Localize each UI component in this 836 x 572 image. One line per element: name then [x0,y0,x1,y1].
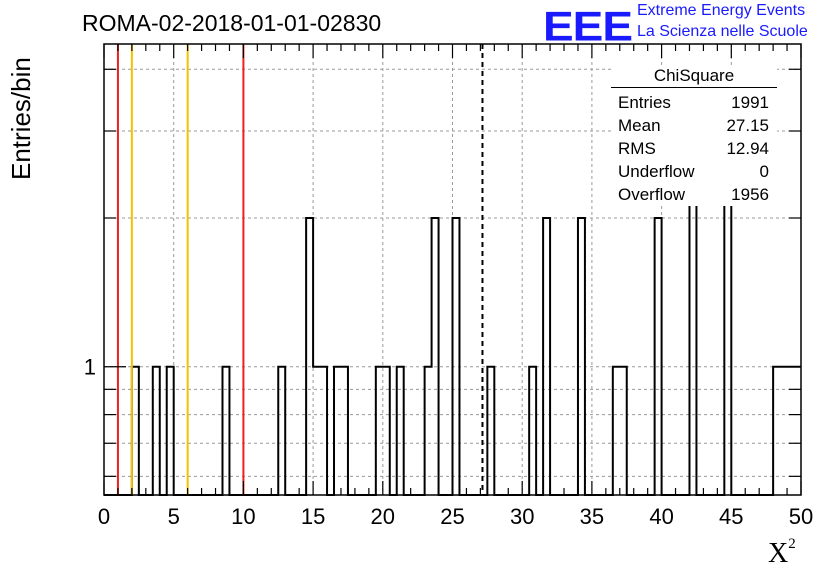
histogram-bin [613,367,620,495]
stats-row-rms: RMS 12.94 [611,137,777,160]
histogram-bin [620,367,627,495]
histogram-bin [222,367,229,495]
stats-value: 12.94 [726,139,769,158]
x-axis-label-text: X [768,538,789,569]
histogram-bin [529,367,536,495]
histogram-bin [341,367,348,495]
histogram-bin [397,367,404,495]
histogram-bin [487,367,494,495]
histogram-bin [780,367,787,495]
histogram-bin [132,367,139,495]
histogram-bin [334,367,341,495]
stats-label: Mean [618,116,661,135]
chart-title: ROMA-02-2018-01-01-02830 [82,10,382,36]
histogram-bin [167,367,174,495]
x-tick-label: 45 [719,504,743,529]
stats-row-mean: Mean 27.15 [611,114,777,137]
histogram-bin [425,367,432,495]
x-tick-label: 25 [440,504,464,529]
x-axis-label-superscript: 2 [788,535,796,552]
x-tick-label: 20 [371,504,395,529]
histogram-bin [655,218,662,495]
x-tick-label: 40 [649,504,673,529]
histogram-bin [453,218,460,495]
stats-label: Underflow [618,162,695,181]
histogram-bin [432,218,439,495]
histogram-bin [376,367,383,495]
histogram-bin [278,367,285,495]
histogram-bin [153,367,160,495]
x-tick-label: 5 [168,504,180,529]
histogram-bin [578,218,585,495]
logo-line-2: La Scienza nelle Scuole [637,23,808,40]
histogram-bin [383,367,390,495]
x-tick-label: 35 [580,504,604,529]
stats-value: 1991 [731,93,769,112]
stats-value: 1956 [731,185,769,204]
stats-label: Entries [618,93,671,112]
stats-row-entries: Entries 1991 [611,91,777,114]
stats-title: ChiSquare [611,66,777,88]
stats-value: 27.15 [726,116,769,135]
y-tick-label: 1 [84,355,96,380]
x-tick-label: 15 [301,504,325,529]
stats-label: RMS [618,139,656,158]
stats-value: 0 [759,162,769,181]
histogram-bin [773,367,780,495]
x-tick-label: 30 [510,504,534,529]
logo-line-1: Extreme Energy Events [637,2,806,19]
x-tick-label: 50 [789,504,813,529]
stats-row-underflow: Underflow 0 [611,160,777,183]
stats-label: Overflow [618,185,686,204]
x-tick-label: 10 [231,504,255,529]
histogram-bin [320,367,327,495]
histogram-bin [306,218,313,495]
x-tick-label: 0 [98,504,110,529]
histogram-bin [543,218,550,495]
stats-row-overflow: Overflow 1956 [611,183,777,206]
eee-logo: EEE [543,2,633,50]
x-axis-label: X2 [768,535,796,570]
y-axis-label: Entries/bin [6,57,36,180]
stats-box: ChiSquare Entries 1991 Mean 27.15 RMS 12… [611,66,777,206]
histogram-bin [313,367,320,495]
